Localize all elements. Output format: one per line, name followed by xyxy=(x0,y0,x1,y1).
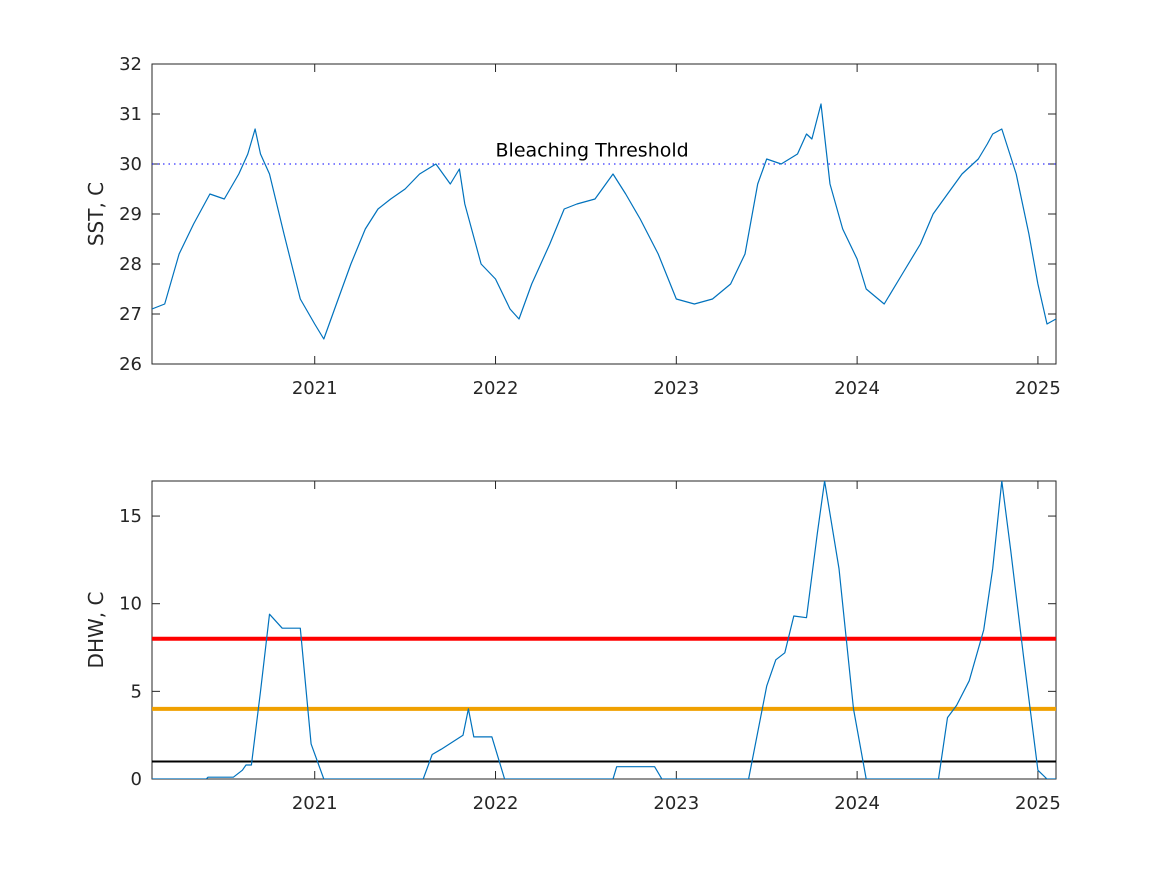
x-tick-label: 2022 xyxy=(473,793,519,814)
x-tick-label: 2021 xyxy=(292,378,338,399)
y-tick-label: 5 xyxy=(131,681,142,702)
plot-area xyxy=(151,480,1057,780)
y-tick-label: 10 xyxy=(119,594,142,615)
x-tick-label: 2023 xyxy=(653,378,699,399)
y-tick-label: 31 xyxy=(119,104,142,125)
y-tick-label: 30 xyxy=(119,154,142,175)
x-tick-label: 2021 xyxy=(292,793,338,814)
dhw-panel: 0 5 10 15 2021 2022 2023 2024 2025 DHW, C xyxy=(84,480,1061,814)
x-tick-label: 2023 xyxy=(653,793,699,814)
x-tick-label: 2024 xyxy=(834,378,880,399)
data-layer xyxy=(152,103,1056,340)
y-tick-label: 27 xyxy=(119,304,142,325)
data-layer xyxy=(152,481,1056,779)
x-tick-label: 2024 xyxy=(834,793,880,814)
y-tick-label: 0 xyxy=(131,769,142,790)
y-tick-label: 28 xyxy=(119,254,142,275)
y-tick-label: 26 xyxy=(119,354,142,375)
y-tick-label: 15 xyxy=(119,506,142,527)
y-tick-label: 32 xyxy=(119,54,142,75)
dhw-series-line xyxy=(152,481,1056,779)
x-tick-label: 2025 xyxy=(1015,793,1061,814)
plot-area xyxy=(151,63,1057,365)
sst-panel: 26 27 28 29 30 31 32 2021 2022 2023 2024 2025 SST, C… xyxy=(84,54,1061,399)
bleaching-threshold-label: Bleaching Threshold xyxy=(496,140,689,162)
y-axis-label: DHW, C xyxy=(84,592,108,669)
y-axis-label: SST, C xyxy=(84,182,108,246)
x-tick-label: 2022 xyxy=(473,378,519,399)
y-tick-label: 29 xyxy=(119,204,142,225)
x-tick-label: 2025 xyxy=(1015,378,1061,399)
sst-series-line xyxy=(152,103,1056,340)
